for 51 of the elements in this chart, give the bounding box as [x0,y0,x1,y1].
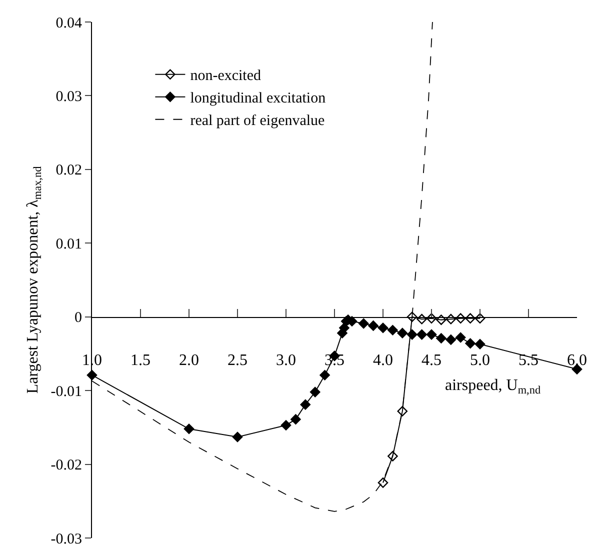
point [368,320,378,331]
point [465,338,476,349]
point [416,314,427,324]
point [378,322,388,334]
point [388,451,398,462]
x-tick-label: 6.0 [567,352,587,370]
y-tick-label: 0.04 [56,15,82,32]
point [406,312,418,322]
point [474,338,486,350]
point [455,332,466,343]
x-tick-label: 1.5 [130,352,150,370]
x-tick-label: 2.0 [179,352,199,370]
point [290,414,301,424]
point [397,328,408,338]
point [300,399,311,410]
x-tick-label: 4.5 [422,352,442,370]
point [406,329,418,340]
y-tick-label: 0.01 [56,236,82,252]
y-tick-label: -0.01 [50,384,82,400]
point [416,329,427,340]
point [436,333,446,344]
point [310,386,320,398]
point [446,334,456,345]
y-tick-label: 0 [74,310,82,326]
point [378,478,388,488]
point [465,313,476,324]
point [280,420,292,430]
y-tick-label: -0.02 [50,458,82,474]
point [474,313,486,324]
point [388,324,398,336]
point [436,314,446,325]
legend-label: non-excited [190,68,262,84]
y-tick-label: -0.03 [50,531,82,548]
legend-label: longitudinal excitation [190,90,326,107]
x-tick-label: 4.0 [373,352,393,370]
x-axis-title: airspeed, U$_{m,nd}$ [445,377,541,396]
point [320,370,330,380]
y-tick-label: 0.02 [56,162,82,179]
point [397,406,408,416]
point [184,424,194,434]
point [358,318,369,329]
x-tick-label: 2.5 [228,352,248,370]
y-tick-label: 0.03 [56,88,82,105]
point [232,432,243,442]
point [455,313,466,324]
point [446,314,456,324]
legend-label: real part of eigenvalue [190,113,326,130]
x-tick-label: 5.0 [470,352,490,370]
x-tick-label: 3.0 [276,352,296,370]
point [426,313,437,324]
point [426,329,437,340]
